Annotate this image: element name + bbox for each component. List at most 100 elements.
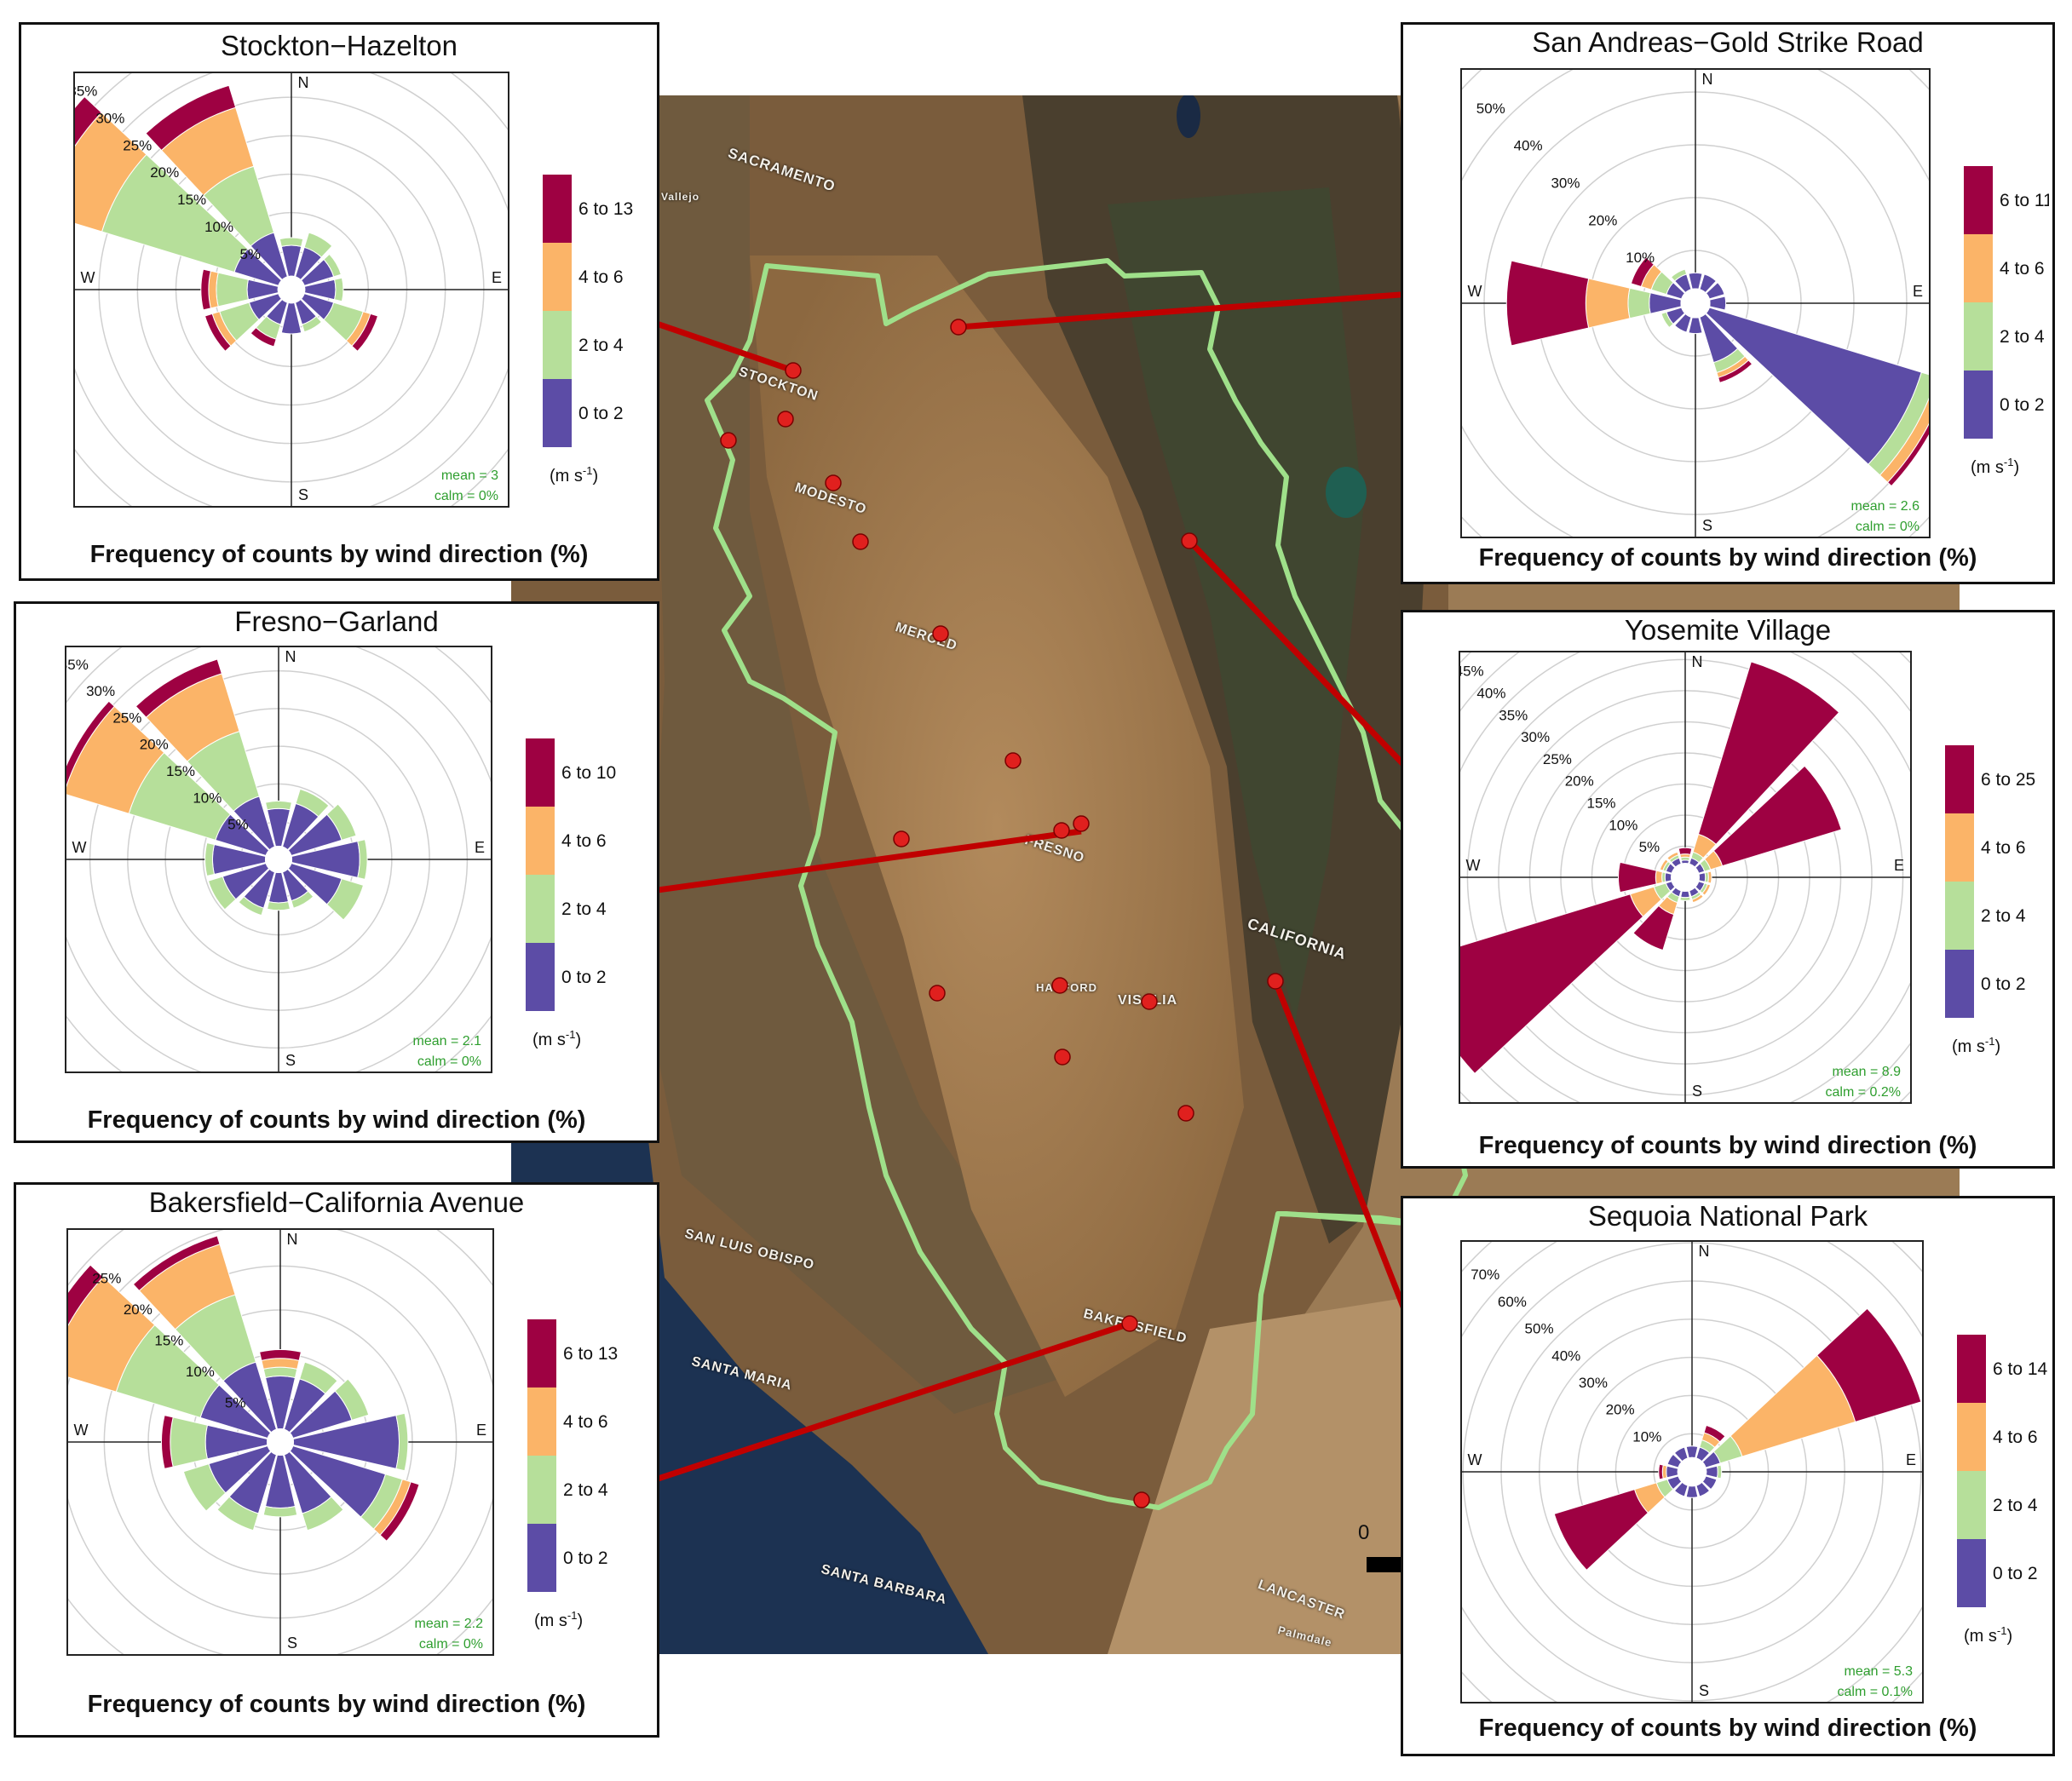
ring-label: 15%	[1587, 796, 1616, 812]
units-label: (m s-1)	[1971, 456, 2019, 477]
petal-90-bin1	[1716, 1464, 1723, 1479]
monitoring-site-marker[interactable]	[893, 830, 910, 847]
monitoring-site-marker[interactable]	[1177, 1105, 1194, 1122]
petal-330-bin1	[1670, 268, 1688, 282]
monitoring-site-marker[interactable]	[852, 533, 869, 550]
panel-title: Fresno−Garland	[234, 606, 439, 637]
petal-270-bin3	[1658, 1463, 1664, 1480]
compass-n: N	[1692, 653, 1703, 670]
petal-270-bin2	[1655, 870, 1663, 885]
ring-label: 25%	[112, 710, 141, 726]
compass-w: W	[1466, 857, 1481, 874]
ring-label: 30%	[86, 683, 115, 699]
calm-value: calm = 0%	[435, 489, 498, 503]
compass-s: S	[1702, 517, 1712, 534]
petal-240-bin3	[1553, 1489, 1649, 1571]
monitoring-site-marker[interactable]	[1267, 973, 1284, 990]
units-label: (m s-1)	[534, 1609, 583, 1630]
compass-w: W	[1468, 283, 1482, 300]
mean-value: mean = 2.6	[1851, 499, 1920, 514]
panel-title: Stockton−Hazelton	[221, 30, 458, 61]
petal-90-bin1	[334, 277, 344, 302]
petal-300-bin3	[66, 700, 115, 788]
panel-title: Yosemite Village	[1624, 614, 1832, 646]
petal-60-bin1	[323, 253, 342, 278]
monitoring-site-marker[interactable]	[1181, 532, 1198, 549]
monitoring-site-marker[interactable]	[1141, 993, 1158, 1010]
legend-swatch-0	[1964, 166, 1993, 234]
legend-label: 0 to 2	[561, 968, 607, 987]
legend-swatch-2	[1945, 882, 1974, 950]
panel-caption: Frequency of counts by wind direction (%…	[1478, 544, 1977, 572]
petal-120-bin1	[325, 878, 365, 921]
map-label-vallejo: Vallejo	[661, 191, 700, 203]
units-label: (m s-1)	[1964, 1624, 2012, 1646]
legend-label: 4 to 6	[2000, 259, 2045, 279]
ring-label: 60%	[1498, 1294, 1527, 1310]
monitoring-site-marker[interactable]	[932, 625, 949, 642]
petal-270-bin0	[1664, 872, 1672, 882]
petal-330-bin3	[132, 1235, 221, 1292]
monitoring-site-marker[interactable]	[785, 362, 802, 379]
compass-n: N	[285, 648, 296, 665]
legend-swatch-1	[543, 243, 572, 311]
compass-n: N	[287, 1231, 298, 1248]
petal-90-bin1	[395, 1412, 409, 1472]
windrose-panel-yosemite-village: Yosemite Village 5% 10% 15% 20% 25% 30% 35% 40% 4…	[1401, 610, 2055, 1169]
petal-270-bin1	[170, 1416, 209, 1468]
petal-300-bin3	[75, 95, 102, 147]
legend-swatch-0	[527, 1319, 556, 1387]
mean-value: mean = 8.9	[1833, 1065, 1902, 1079]
monitoring-site-marker[interactable]	[1133, 1491, 1150, 1508]
compass-w: W	[81, 269, 95, 286]
legend-label: 4 to 6	[1981, 838, 2026, 858]
windrose-panel-sequoia: Sequoia National Park 10% 20% 30% 40% 50% 60% 7…	[1401, 1196, 2055, 1756]
compass-w: W	[72, 839, 87, 856]
monitoring-site-marker[interactable]	[929, 985, 946, 1002]
legend-label: 6 to 13	[563, 1344, 618, 1364]
legend-swatch-1	[527, 1387, 556, 1456]
monitoring-site-marker[interactable]	[1053, 822, 1070, 839]
petal-300-bin3	[1630, 256, 1655, 288]
petal-270-bin0	[1666, 1465, 1679, 1479]
ring-label: 20%	[150, 164, 179, 181]
monitoring-site-marker[interactable]	[1054, 1048, 1071, 1066]
petal-0-bin3	[1678, 847, 1693, 855]
petal-330-bin3	[145, 84, 237, 152]
monitoring-site-marker[interactable]	[1073, 815, 1090, 832]
petal-30-bin3	[1697, 661, 1840, 845]
monitoring-site-marker[interactable]	[1004, 752, 1022, 769]
compass-s: S	[298, 486, 308, 503]
legend-swatch-0	[543, 175, 572, 243]
monitoring-site-marker[interactable]	[950, 319, 967, 336]
ring-label: 50%	[1476, 101, 1505, 117]
petal-0-bin2	[261, 1358, 300, 1370]
legend-swatch-3	[543, 379, 572, 447]
calm-value: calm = 0.2%	[1826, 1085, 1901, 1100]
legend-label: 4 to 6	[1993, 1428, 2038, 1447]
petal-180-bin1	[266, 901, 291, 911]
legend-swatch-2	[526, 875, 555, 943]
ring-label: 20%	[1588, 212, 1617, 228]
compass-s: S	[287, 1634, 297, 1652]
petal-150-bin1	[291, 890, 314, 909]
legend-swatch-2	[527, 1456, 556, 1524]
ring-label: 5%	[225, 1394, 246, 1410]
monitoring-site-marker[interactable]	[1051, 977, 1068, 994]
compass-s: S	[1692, 1083, 1702, 1100]
monitoring-site-marker[interactable]	[825, 474, 842, 491]
legend-swatch-1	[1964, 234, 1993, 302]
petal-150-bin3	[1718, 359, 1753, 384]
monitoring-site-marker[interactable]	[1121, 1315, 1138, 1332]
legend-label: 0 to 2	[578, 404, 624, 423]
monitoring-site-marker[interactable]	[720, 432, 737, 449]
legend-label: 6 to 11	[2000, 191, 2049, 210]
monitoring-site-marker[interactable]	[777, 411, 794, 428]
ring-label: 10%	[204, 219, 233, 235]
